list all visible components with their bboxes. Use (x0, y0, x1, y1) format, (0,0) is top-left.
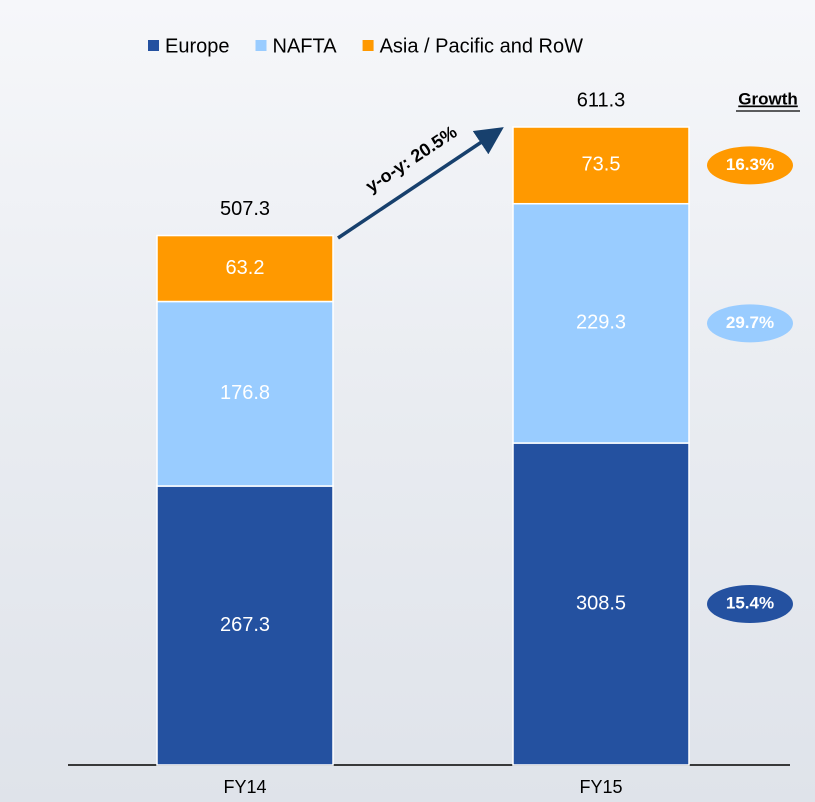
bar-segment (512, 126, 690, 205)
bar-value-label: 229.3 (576, 312, 626, 334)
growth-value-label: 16.3% (726, 155, 774, 174)
bar-segment (156, 485, 334, 766)
legend-label: Europe (165, 35, 230, 57)
bar-value-label: 308.5 (576, 592, 626, 614)
bar-segment (156, 300, 334, 487)
legend-swatch (255, 40, 267, 51)
yoy-arrow (337, 127, 504, 240)
growth-badge (707, 146, 793, 185)
bar-value-label: 73.5 (582, 154, 621, 176)
growth-header: Growth (738, 89, 798, 108)
legend-swatch (362, 40, 374, 51)
growth-badge (707, 585, 793, 624)
bar-value-label: 267.3 (220, 614, 270, 636)
legend-swatch (148, 40, 159, 51)
x-tick-label: FY15 (579, 777, 622, 797)
legend-label: NAFTA (273, 35, 338, 57)
bar-segment (512, 202, 690, 444)
bar-value-label: 63.2 (226, 257, 265, 279)
growth-value-label: 15.4% (726, 593, 774, 612)
bar-total-label: 611.3 (577, 89, 626, 111)
legend-label: Asia / Pacific and RoW (380, 35, 584, 57)
bar-segment (156, 234, 334, 303)
bar-total-label: 507.3 (220, 198, 270, 220)
x-tick-label: FY14 (223, 777, 266, 797)
growth-badge (707, 304, 793, 343)
bar-value-label: 176.8 (220, 382, 270, 404)
growth-value-label: 29.7% (726, 313, 774, 332)
